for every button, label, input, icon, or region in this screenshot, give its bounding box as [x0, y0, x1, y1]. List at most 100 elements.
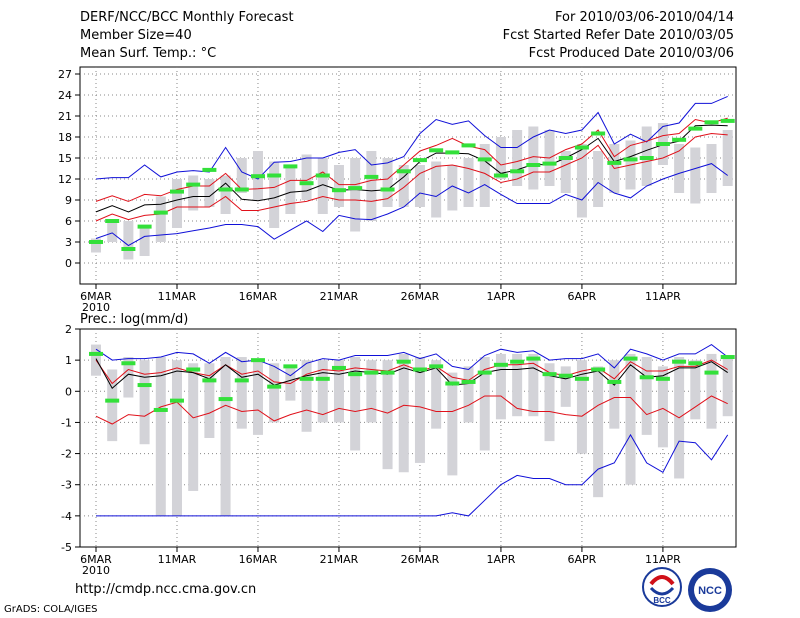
median-mark: [429, 148, 444, 153]
median-mark: [250, 358, 265, 363]
median-mark: [283, 364, 298, 369]
ensemble-spread-box: [317, 158, 328, 214]
ensemble-spread-box: [220, 175, 231, 214]
median-mark: [655, 142, 670, 146]
median-mark: [510, 359, 525, 364]
median-mark: [445, 150, 460, 155]
x-tick-label: 11MAR: [158, 553, 197, 566]
ensemble-spread-box: [593, 366, 604, 498]
median-mark: [720, 355, 735, 360]
x-tick-label: 6APR: [568, 290, 597, 303]
series-line-p25: [95, 395, 728, 425]
ensemble-spread-box: [447, 372, 458, 476]
member-size: Member Size=40: [80, 28, 192, 43]
median-mark: [672, 359, 687, 364]
median-mark: [331, 365, 346, 370]
ensemble-spread-box: [398, 353, 409, 473]
x-tick-label: 16MAR: [239, 553, 278, 566]
median-mark: [186, 367, 201, 372]
median-mark: [315, 173, 330, 178]
ensemble-spread-box: [690, 360, 701, 420]
ensemble-spread-box: [528, 353, 539, 417]
ensemble-spread-box: [123, 357, 134, 398]
grads-credit: GrADS: COLA/IGES: [4, 604, 98, 615]
bcc-logo-text: BCC: [653, 596, 671, 605]
y-tick-label: 27: [58, 68, 72, 81]
ncc-logo-text: NCC: [698, 585, 722, 597]
median-mark: [429, 364, 444, 369]
median-mark: [169, 398, 184, 403]
ensemble-spread-box: [155, 357, 166, 516]
median-mark: [396, 169, 411, 174]
median-mark: [461, 379, 476, 384]
ensemble-spread-box: [204, 179, 215, 207]
ensemble-spread-box: [414, 357, 425, 463]
y-tick-label: 9: [65, 194, 72, 207]
ensemble-spread-box: [171, 179, 182, 228]
x-tick-label: 26MAR: [401, 290, 440, 303]
ensemble-spread-box: [350, 158, 361, 232]
median-mark: [704, 370, 719, 375]
x-tick-label: 21MAR: [320, 553, 359, 566]
x-tick-label: 1APR: [487, 553, 516, 566]
ensemble-spread-box: [528, 126, 539, 190]
footer-url[interactable]: http://cmdp.ncc.cma.gov.cn: [75, 582, 257, 597]
ensemble-spread-box: [285, 165, 296, 214]
ensemble-spread-box: [625, 353, 636, 485]
median-mark: [688, 361, 703, 366]
median-mark: [445, 381, 460, 386]
median-mark: [542, 161, 557, 166]
ensemble-spread-box: [139, 360, 150, 445]
series-line-p25: [95, 132, 728, 222]
median-mark: [704, 120, 719, 125]
ensemble-spread-box: [333, 360, 344, 423]
y-tick-label: 1: [65, 354, 72, 367]
ensemble-spread-box: [690, 147, 701, 204]
ensemble-spread-box: [560, 366, 571, 407]
forecast-period: For 2010/03/06-2010/04/14: [555, 10, 734, 25]
median-mark: [655, 376, 670, 381]
x-tick-label: 11MAR: [158, 290, 197, 303]
y-tick-label: 6: [65, 215, 72, 228]
median-mark: [639, 156, 654, 160]
ensemble-spread-box: [252, 360, 263, 435]
median-mark: [89, 240, 103, 244]
median-mark: [202, 378, 217, 383]
median-mark: [267, 384, 282, 389]
ensemble-spread-box: [350, 357, 361, 451]
median-mark: [591, 131, 606, 136]
median-mark: [672, 137, 687, 142]
median-mark: [105, 219, 120, 223]
median-mark: [218, 397, 233, 402]
median-mark: [380, 370, 395, 375]
ensemble-spread-box: [576, 144, 587, 218]
ensemble-spread-box: [609, 360, 620, 429]
median-mark: [720, 118, 735, 123]
forecast-title: DERF/NCC/BCC Monthly Forecast: [80, 10, 294, 25]
ensemble-spread-box: [91, 238, 101, 253]
temperature-panel-title: Mean Surf. Temp.: °C: [80, 46, 217, 61]
median-mark: [121, 361, 136, 366]
ensemble-spread-box: [414, 165, 425, 207]
y-tick-label: -1: [61, 416, 72, 429]
ensemble-spread-box: [479, 144, 490, 207]
ensemble-spread-box: [155, 196, 166, 242]
x-tick-label: 1APR: [487, 290, 516, 303]
median-mark: [607, 160, 622, 165]
x-year-label: 2010: [82, 564, 110, 577]
series-line-max: [95, 344, 729, 377]
ensemble-spread-box: [317, 360, 328, 423]
median-mark: [574, 376, 589, 381]
y-tick-label: 21: [58, 110, 72, 123]
median-mark: [348, 186, 363, 191]
median-mark: [169, 189, 184, 194]
median-mark: [153, 210, 168, 215]
y-tick-label: 2: [65, 323, 72, 336]
median-mark: [461, 143, 476, 148]
ensemble-spread-box: [366, 360, 377, 423]
ensemble-spread-box: [463, 366, 474, 423]
ensemble-spread-box: [107, 369, 118, 442]
median-mark: [412, 367, 427, 372]
bcc-logo: BCC: [642, 567, 682, 607]
